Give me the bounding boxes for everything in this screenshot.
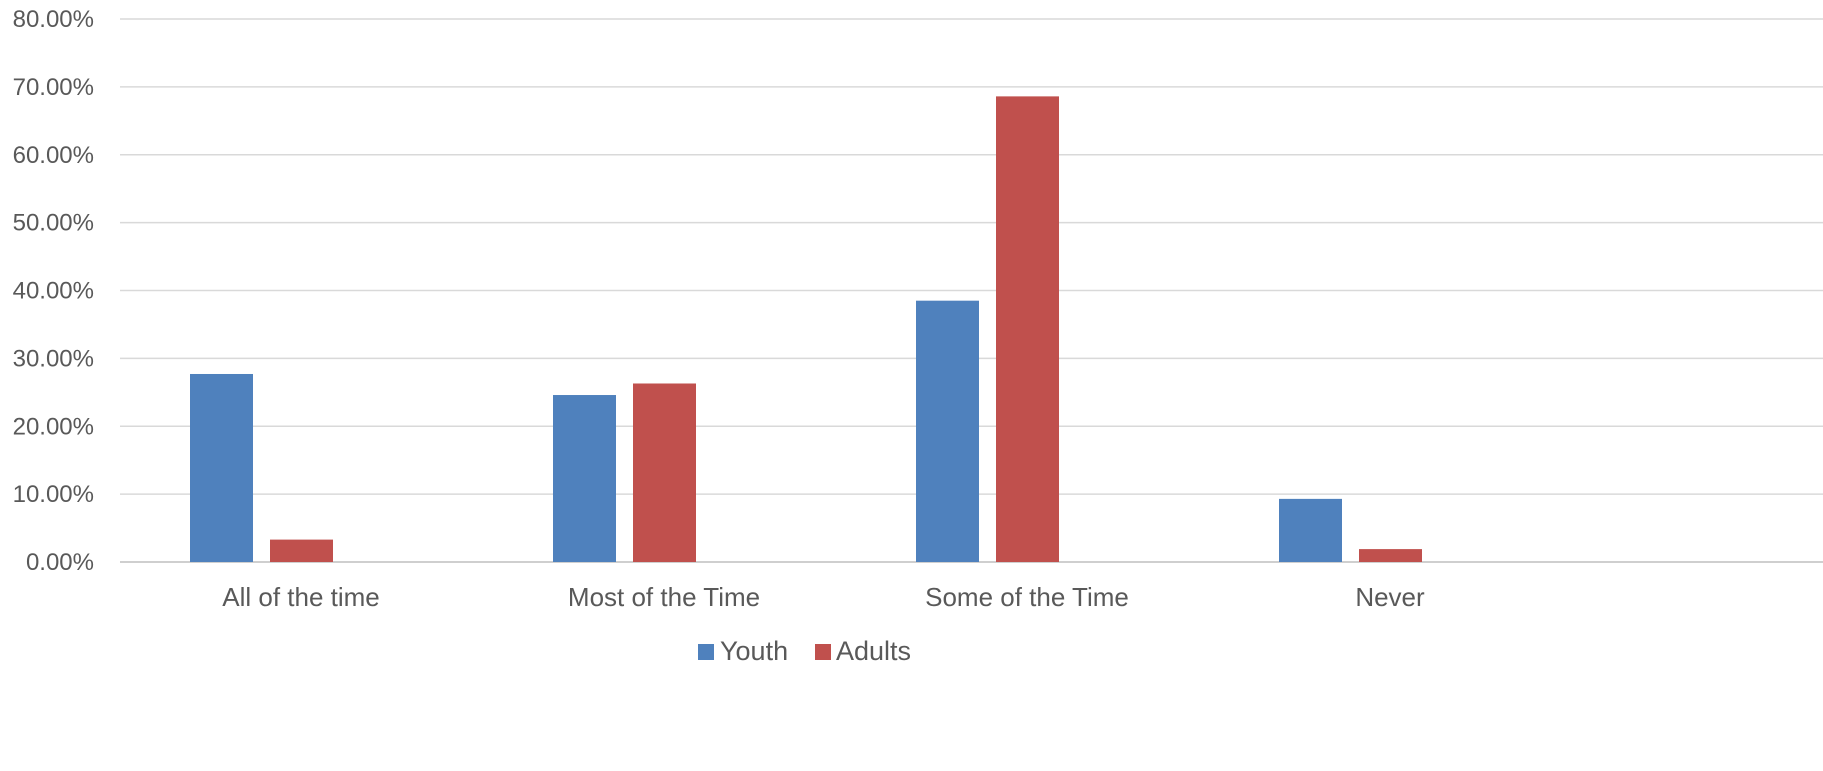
bar-adults-some-of-the-time (996, 96, 1059, 562)
y-tick-label: 50.00% (13, 210, 94, 237)
y-tick-label: 80.00% (13, 6, 94, 33)
y-tick-label: 30.00% (13, 345, 94, 372)
bars (190, 96, 1422, 562)
x-axis-category-labels: All of the time Most of the Time Some of t… (222, 582, 1425, 612)
gridlines (120, 18, 1823, 563)
legend-swatch-youth (698, 644, 714, 660)
y-tick-label: 40.00% (13, 278, 94, 305)
legend: Youth Adults (698, 636, 911, 666)
y-tick-label: 70.00% (13, 74, 94, 101)
x-category-label: Some of the Time (925, 582, 1129, 612)
x-category-label: Never (1355, 582, 1425, 612)
bar-adults-never (1359, 549, 1422, 562)
y-tick-label: 60.00% (13, 142, 94, 169)
legend-label-youth: Youth (720, 636, 788, 666)
y-tick-label: 20.00% (13, 413, 94, 440)
bar-adults-most-of-the-time (633, 383, 696, 562)
x-category-label: Most of the Time (568, 582, 760, 612)
bar-youth-never (1279, 498, 1342, 562)
legend-swatch-adults (815, 644, 831, 660)
y-tick-label: 0.00% (26, 549, 94, 576)
bar-adults-all-of-the-time (270, 539, 333, 562)
bar-youth-some-of-the-time (916, 300, 979, 562)
y-axis-tick-labels: 0.00% 10.00% 20.00% 30.00% 40.00% 50.00% 60.00… (13, 6, 94, 576)
bar-youth-most-of-the-time (553, 395, 616, 562)
legend-label-adults: Adults (836, 636, 911, 666)
y-tick-label: 10.00% (13, 481, 94, 508)
bar-youth-all-of-the-time (190, 373, 253, 562)
x-category-label: All of the time (222, 582, 380, 612)
